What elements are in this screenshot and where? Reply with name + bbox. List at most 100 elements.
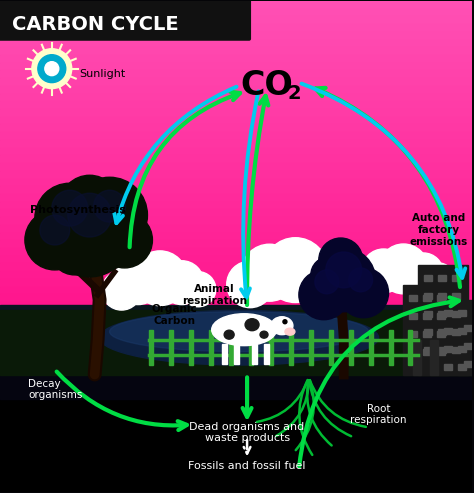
Circle shape: [35, 200, 85, 250]
Bar: [0, 94, 472, 101]
Bar: [423, 295, 431, 301]
Bar: [410, 313, 418, 319]
Bar: [0, 210, 472, 217]
Circle shape: [181, 272, 216, 307]
Bar: [264, 344, 269, 363]
Bar: [0, 124, 472, 132]
Bar: [0, 194, 472, 202]
Bar: [424, 293, 432, 299]
Circle shape: [283, 320, 287, 324]
Bar: [0, 63, 472, 70]
Bar: [438, 293, 447, 299]
Circle shape: [227, 261, 273, 308]
Bar: [0, 271, 472, 279]
Circle shape: [379, 244, 428, 294]
Circle shape: [319, 238, 363, 282]
Ellipse shape: [100, 310, 379, 365]
Bar: [0, 310, 472, 375]
Bar: [0, 132, 472, 140]
Bar: [0, 240, 472, 248]
Bar: [229, 330, 233, 364]
Bar: [369, 330, 373, 364]
Bar: [0, 147, 472, 155]
Circle shape: [263, 238, 328, 303]
Bar: [0, 263, 472, 271]
Bar: [0, 294, 472, 302]
Bar: [329, 330, 333, 364]
Circle shape: [35, 183, 105, 253]
Bar: [0, 47, 472, 55]
Bar: [403, 285, 448, 375]
Bar: [464, 325, 472, 331]
Bar: [438, 331, 446, 337]
Circle shape: [311, 257, 346, 293]
Bar: [444, 346, 452, 352]
Circle shape: [102, 271, 141, 310]
Text: Photosynthesis: Photosynthesis: [30, 205, 126, 215]
Ellipse shape: [245, 319, 259, 331]
Bar: [0, 24, 472, 32]
Bar: [234, 344, 239, 363]
Bar: [0, 16, 472, 24]
Bar: [424, 275, 432, 281]
Bar: [430, 340, 438, 375]
Bar: [0, 202, 472, 210]
Circle shape: [114, 256, 162, 305]
Bar: [209, 330, 213, 364]
Circle shape: [299, 270, 349, 320]
Bar: [0, 248, 472, 256]
Bar: [458, 363, 466, 370]
Text: Dead organisms and
waste products: Dead organisms and waste products: [190, 422, 305, 443]
Circle shape: [38, 55, 66, 83]
Bar: [410, 349, 418, 354]
Bar: [452, 293, 460, 299]
Text: Fossils and fossil fuel: Fossils and fossil fuel: [188, 461, 306, 471]
Bar: [438, 295, 446, 301]
Ellipse shape: [224, 330, 234, 339]
Bar: [413, 340, 421, 375]
Bar: [289, 330, 293, 364]
Circle shape: [133, 251, 187, 306]
Circle shape: [48, 193, 131, 277]
Circle shape: [40, 215, 70, 245]
Bar: [438, 311, 447, 317]
Bar: [349, 330, 353, 364]
Circle shape: [315, 270, 339, 294]
Bar: [249, 330, 253, 364]
Text: Decay
organisms: Decay organisms: [28, 379, 82, 400]
Text: Root
respiration: Root respiration: [350, 404, 407, 425]
Bar: [452, 311, 460, 317]
Bar: [438, 275, 447, 281]
Circle shape: [241, 244, 298, 301]
Bar: [458, 346, 466, 352]
Ellipse shape: [271, 317, 293, 335]
Bar: [409, 330, 412, 364]
Bar: [0, 233, 472, 240]
Circle shape: [32, 49, 72, 89]
Bar: [0, 380, 472, 493]
Bar: [252, 344, 257, 363]
Bar: [423, 331, 431, 337]
Bar: [0, 55, 472, 63]
Bar: [424, 329, 432, 335]
Bar: [0, 256, 472, 263]
Circle shape: [320, 262, 362, 304]
FancyBboxPatch shape: [0, 0, 251, 41]
Bar: [444, 328, 452, 334]
Bar: [438, 349, 446, 354]
Circle shape: [86, 226, 129, 270]
Bar: [464, 343, 472, 349]
Circle shape: [312, 248, 375, 312]
Circle shape: [295, 249, 347, 301]
Circle shape: [362, 249, 405, 293]
Circle shape: [68, 193, 111, 237]
Ellipse shape: [285, 328, 295, 335]
Bar: [458, 310, 466, 316]
Bar: [269, 330, 273, 364]
Bar: [423, 313, 431, 319]
Bar: [0, 1, 472, 9]
Text: 2: 2: [287, 84, 301, 103]
Circle shape: [326, 252, 362, 288]
Bar: [0, 186, 472, 194]
Bar: [0, 217, 472, 225]
